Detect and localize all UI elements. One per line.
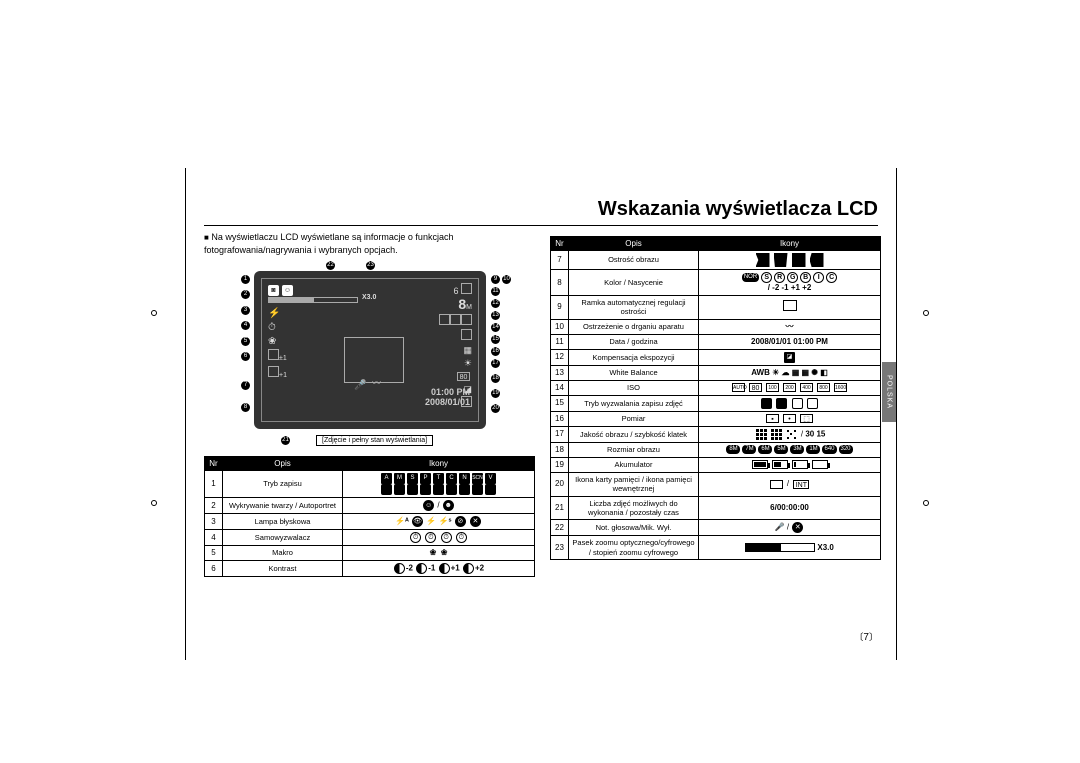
punch-hole (151, 500, 157, 506)
marker-20: 20 (491, 404, 500, 413)
table-row: 6Kontrast -2 -1 +1 +2 (205, 561, 535, 577)
marker-16: 16 (491, 347, 500, 356)
table-row: 12Kompensacja ekspozycji ◪ (551, 349, 881, 365)
page-title: Wskazania wyświetlacza LCD (598, 198, 878, 221)
punch-hole (151, 310, 157, 316)
marker-21: 21 (281, 436, 290, 445)
table-row: 14ISO AUTO801002004008001600 (551, 380, 881, 395)
sharpness-icons (699, 251, 881, 270)
marker-13: 13 (491, 311, 500, 320)
mode-icons: AMSPTCNSCNV (343, 471, 535, 498)
wb-icons: AWB ☀ ☁ ▦ ▦ ✺ ◧ (699, 365, 881, 380)
af-frame-icon (699, 296, 881, 320)
marker-18: 18 (491, 374, 500, 383)
iso-icons: AUTO801002004008001600 (699, 380, 881, 395)
meter-icons: ▪•⬚ (699, 411, 881, 426)
lcd-preview: ◙ ☺ X3.0 ⚡⏱❀±1+1 6 8M ▦☀ 80 ◪ 🎤 〰 01:00 … (254, 271, 486, 429)
zoom-label: X3.0 (362, 294, 376, 301)
table-row: 4Samowyzwalacz ⏱ ⏱ ⏱ ⏱ (205, 530, 535, 546)
shake-warn-icon: 〰 (699, 319, 881, 334)
mic-icon: 🎤 (354, 380, 366, 391)
manual-page: Wskazania wyświetlacza LCD ■ Na wyświetl… (185, 168, 897, 660)
datetime-text: 2008/01/01 01:00 PM (699, 334, 881, 349)
table-row: 21Liczba zdjęć możliwych do wykonania / … (551, 496, 881, 520)
zoom-bar (268, 297, 358, 303)
marker-8: 8 (241, 403, 250, 412)
zoom-indicator: X3.0 (699, 536, 881, 560)
color-icons: NORSRGBIC / -2 -1 +1 +2 (699, 270, 881, 296)
table-row: 15Tryb wyzwalania zapisu zdjęć (551, 395, 881, 411)
marker-19: 19 (491, 389, 500, 398)
table-row: 19Akumulator (551, 457, 881, 472)
flash-icons: ⚡ᴬ 👁 ⚡ ⚡ˢ ⊘ ✕ (343, 514, 535, 530)
remaining-text: 6/00:00:00 (699, 496, 881, 520)
reference-table-2: NrOpisIkony 7Ostrość obrazu 8Kolor / Nas… (550, 236, 881, 560)
quality-icons: / 30 15 (699, 426, 881, 442)
marker-12: 12 (491, 299, 500, 308)
table-row: 7Ostrość obrazu (551, 251, 881, 270)
table-row: 23Pasek zoomu optycznego/cyfrowego / sto… (551, 536, 881, 560)
table-row: 1Tryb zapisu AMSPTCNSCNV (205, 471, 535, 498)
size-icons: 8M7M6M5M3M1M640320 (699, 442, 881, 457)
marker-3: 3 (241, 306, 250, 315)
marker-5: 5 (241, 337, 250, 346)
table-row: 13White Balance AWB ☀ ☁ ▦ ▦ ✺ ◧ (551, 365, 881, 380)
table-row: 20Ikona karty pamięci / ikona pamięci we… (551, 472, 881, 496)
marker-17: 17 (491, 359, 500, 368)
marker-4: 4 (241, 321, 250, 330)
face-icons: ☺ / ☻ (343, 498, 535, 514)
lcd-caption: [Zdjęcie i pełny stan wyświetlania] (316, 435, 433, 446)
punch-hole (923, 500, 929, 506)
mode-icon: ◙ (268, 285, 279, 296)
macro-icons: ❀ ❀ (343, 546, 535, 561)
language-tab: POLSKA (882, 362, 896, 422)
marker-2: 2 (241, 290, 250, 299)
memory-icons: / INT (699, 472, 881, 496)
table-row: 11Data / godzina 2008/01/01 01:00 PM (551, 334, 881, 349)
table-row: 18Rozmiar obrazu 8M7M6M5M3M1M640320 (551, 442, 881, 457)
intro-text: ■ Na wyświetlaczu LCD wyświetlane są inf… (204, 231, 534, 256)
table-row: 16Pomiar ▪•⬚ (551, 411, 881, 426)
remaining-count: 6 (453, 286, 458, 296)
ev-icon: ◪ (699, 349, 881, 365)
voice-icons: 🎤 / ✕ (699, 520, 881, 536)
shake-icon: 〰 (372, 376, 381, 389)
table-row: 10Ostrzeżenie o drganiu aparatu 〰 (551, 319, 881, 334)
marker-22t: 22 (326, 261, 335, 270)
marker-14: 14 (491, 323, 500, 332)
marker-11: 11 (491, 287, 500, 296)
lcd-datetime: 01:00 PM2008/01/01 (425, 387, 470, 407)
punch-hole (923, 310, 929, 316)
title-rule (204, 225, 878, 226)
face-icon: ☺ (282, 285, 293, 296)
page-number: 〔7〕 (854, 630, 878, 643)
marker-1: 1 (241, 275, 250, 284)
reference-table-1: NrOpisIkony 1Tryb zapisu AMSPTCNSCNV 2Wy… (204, 456, 535, 577)
table-row: 8Kolor / Nasycenie NORSRGBIC / -2 -1 +1 … (551, 270, 881, 296)
table-row: 9Ramka automatycznej regulacji ostrości (551, 296, 881, 320)
table-row: 17Jakość obrazu / szybkość klatek / 30 1… (551, 426, 881, 442)
battery-icons (699, 457, 881, 472)
marker-7: 7 (241, 381, 250, 390)
marker-9: 9 (491, 275, 500, 284)
timer-icons: ⏱ ⏱ ⏱ ⏱ (343, 530, 535, 546)
marker-10: 10 (502, 275, 511, 284)
marker-15: 15 (491, 335, 500, 344)
marker-6: 6 (241, 352, 250, 361)
marker-23t: 23 (366, 261, 375, 270)
table-row: 3Lampa błyskowa ⚡ᴬ 👁 ⚡ ⚡ˢ ⊘ ✕ (205, 514, 535, 530)
drive-icons (699, 395, 881, 411)
table-row: 2Wykrywanie twarzy / Autoportret ☺ / ☻ (205, 498, 535, 514)
table-row: 5Makro ❀ ❀ (205, 546, 535, 561)
contrast-icons: -2 -1 +1 +2 (343, 561, 535, 577)
table-row: 22Not. głosowa/Mik. Wył. 🎤 / ✕ (551, 520, 881, 536)
